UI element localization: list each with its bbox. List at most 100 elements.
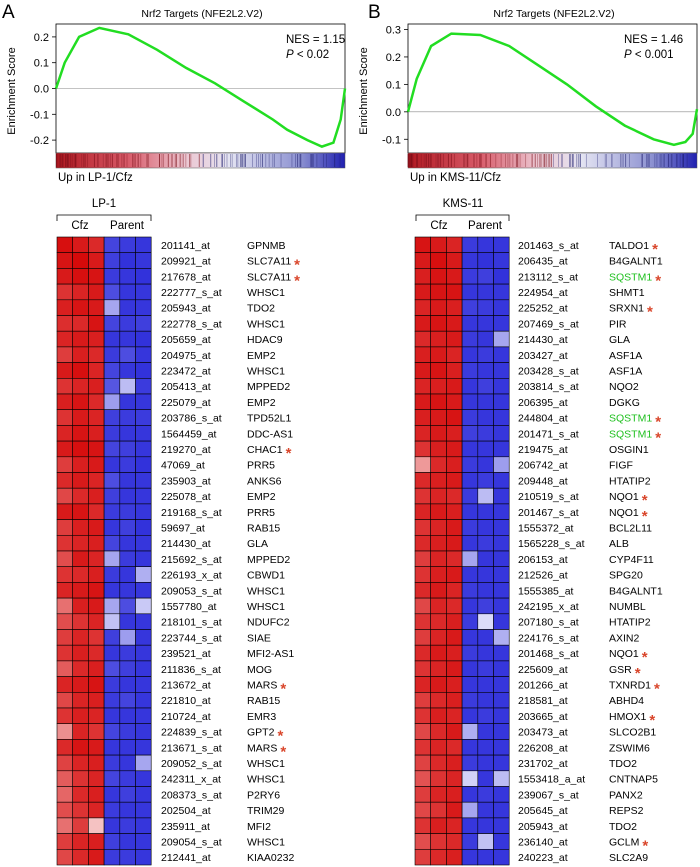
heatmap-cell (461, 644, 479, 662)
heatmap-cell (135, 550, 152, 567)
probe-id: 202504_at (161, 805, 211, 817)
heatmap-cell (446, 283, 463, 301)
heatmap-cell (88, 378, 105, 395)
heatmap-cell (414, 456, 431, 473)
heatmap-cell (135, 252, 152, 269)
heatmap-cell (103, 691, 121, 709)
heatmap-cell (88, 440, 105, 458)
heatmap-cell (461, 299, 479, 316)
heatmap-cell (88, 550, 105, 567)
heatmap-cell (493, 315, 510, 332)
heatmap-cell-line: LP-1 (92, 198, 116, 210)
heatmap-cell (414, 346, 431, 363)
probe-id: 203814_s_at (518, 381, 579, 393)
rank-color-bar (55, 152, 346, 169)
nrf2-target-star: * (655, 414, 661, 431)
probe-id: 203473_at (518, 727, 568, 739)
heatmap-cell (56, 378, 73, 395)
heatmap-cell (135, 644, 152, 662)
nes-annotation: NES = 1.15 (286, 34, 345, 46)
heatmap-cell (477, 770, 494, 787)
heatmap-cell (119, 236, 136, 253)
nes-annotation: NES = 1.46 (624, 34, 683, 46)
group-bracket (56, 214, 152, 221)
heatmap-cell (72, 770, 89, 787)
heatmap-cell (430, 330, 447, 348)
heatmap-cell (103, 739, 121, 756)
heatmap-cell (103, 597, 121, 615)
gene-symbol: WHSC1 (247, 758, 285, 770)
heatmap-cell (72, 534, 89, 552)
heatmap-cell (430, 582, 447, 599)
heatmap-cell (461, 848, 479, 866)
heatmap-cell (88, 456, 105, 473)
heatmap-cell (414, 582, 431, 599)
gene-symbol: WHSC1 (247, 585, 285, 597)
heatmap-cell (56, 660, 73, 677)
heatmap-cell (56, 534, 73, 552)
heatmap-cell (493, 378, 510, 395)
gene-symbol: WHSC1 (247, 365, 285, 377)
heatmap-cell (103, 409, 121, 426)
heatmap-cell (430, 362, 447, 379)
probe-id: 210724_at (161, 711, 211, 723)
heatmap-cell (414, 409, 431, 426)
heatmap-cell (103, 393, 121, 410)
gene-symbol: EMR3 (247, 711, 276, 723)
heatmap-cell (72, 613, 89, 630)
heatmap-cell (430, 534, 447, 552)
heatmap-cell (72, 378, 89, 395)
heatmap-cell (477, 456, 494, 473)
y-tick-label: 0.1 (386, 79, 401, 91)
probe-id: 1555385_at (518, 585, 574, 597)
heatmap-cell (119, 378, 136, 395)
heatmap-cell (103, 629, 121, 646)
heatmap-cell (477, 362, 494, 379)
heatmap-cell (135, 393, 152, 410)
heatmap-cell (103, 723, 121, 740)
heatmap-cell (56, 597, 73, 615)
heatmap-cell (135, 691, 152, 709)
gene-symbol: GLA (609, 334, 630, 346)
heatmap-cell (461, 440, 479, 458)
heatmap-cell (103, 550, 121, 567)
heatmap-cell (119, 676, 136, 693)
heatmap-cell (493, 252, 510, 269)
heatmap-cell (135, 629, 152, 646)
heatmap-cell (119, 472, 136, 489)
heatmap-cell (88, 739, 105, 756)
heatmap-cell (430, 723, 447, 740)
heatmap-cell (56, 362, 73, 379)
gsea-ylabel: Enrichment Score (358, 47, 370, 134)
heatmap-cell (461, 582, 479, 599)
heatmap-cell (88, 566, 105, 583)
heatmap-cell (72, 236, 89, 253)
heatmap-cell (72, 393, 89, 410)
probe-id: 209448_at (518, 475, 568, 487)
heatmap-cell (446, 566, 463, 583)
heatmap-cell (56, 739, 73, 756)
heatmap-cell (88, 315, 105, 332)
heatmap-cell (414, 848, 431, 866)
heatmap-cell (461, 801, 479, 819)
gene-symbol: NQO1 (609, 648, 639, 660)
gene-symbol: SLC2A9 (609, 852, 648, 864)
enrichment-curve (406, 32, 699, 147)
gene-symbol: ANKS6 (247, 475, 282, 487)
heatmap-cell (477, 582, 494, 599)
heatmap-cell (103, 754, 121, 772)
heatmap-cell (103, 236, 121, 253)
group-label-cfz: Cfz (71, 220, 89, 232)
heatmap-cell (56, 817, 73, 834)
heatmap-cell (135, 440, 152, 458)
heatmap-cell (103, 833, 121, 850)
heatmap-cell (430, 519, 447, 536)
heatmap-cell (88, 770, 105, 787)
probe-id: 204975_at (161, 350, 211, 362)
heatmap-cell (477, 440, 494, 458)
gene-symbol: TRIM29 (247, 805, 285, 817)
heatmap-cell (119, 393, 136, 410)
gene-symbol: OSGIN1 (609, 444, 649, 456)
gene-symbol: MPPED2 (247, 554, 290, 566)
heatmap-cell (493, 236, 510, 253)
